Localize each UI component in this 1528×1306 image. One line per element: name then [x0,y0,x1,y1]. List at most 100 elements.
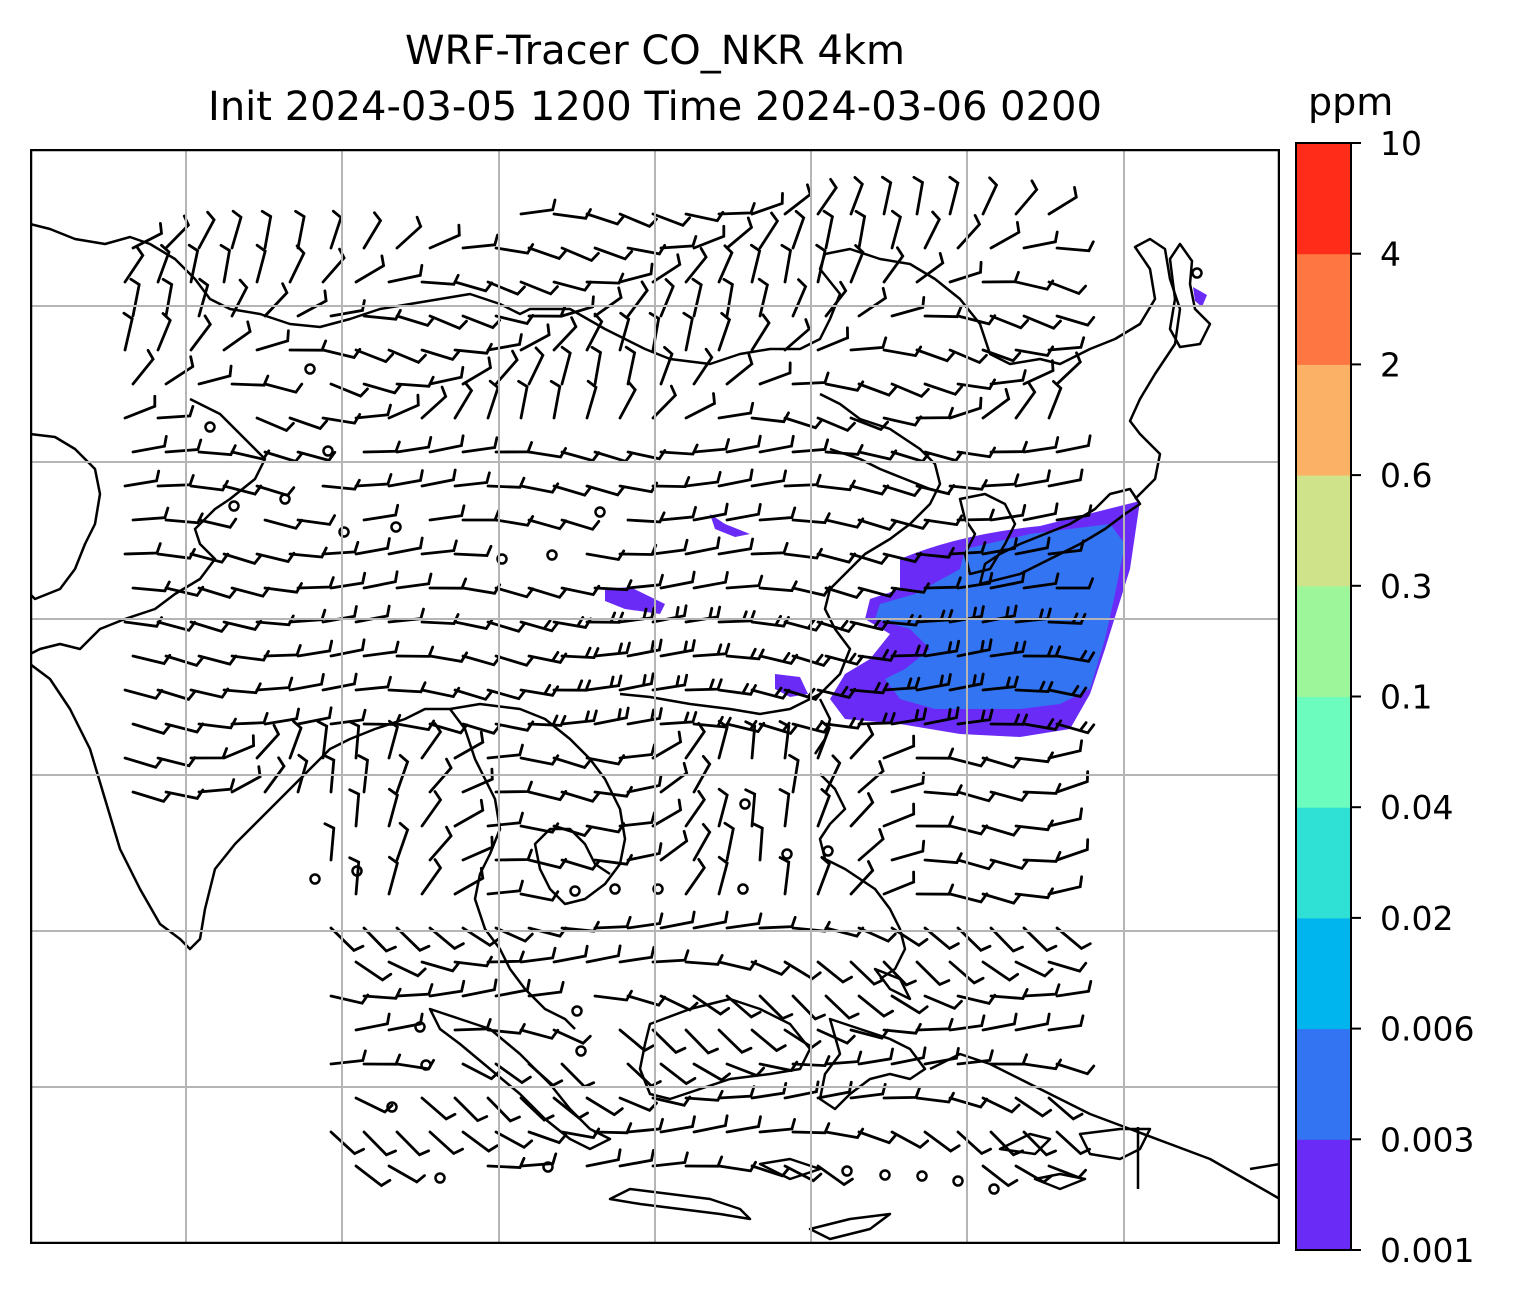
wind-barb [783,318,811,352]
wind-barb [1047,186,1078,216]
wind-barb [857,518,898,532]
wind-barb [857,1047,894,1066]
wind-barb [626,912,664,930]
colorbar-tick-label: 0.003 [1380,1120,1474,1159]
wind-barb [1014,179,1039,216]
wind-barb [461,767,494,794]
wind-barb [791,1055,831,1068]
colorbar-tick-label: 0.006 [1380,1010,1474,1049]
wind-barb [651,1095,692,1107]
wind-barb [778,856,791,896]
wind-barb [585,1148,622,1168]
wind-barb [1022,926,1058,953]
wind-barb [948,672,985,692]
wind-barb [453,280,494,293]
wind-barb [230,586,271,598]
wind-barb [1055,721,1096,735]
wind-barb [387,469,424,488]
wind-barb [387,393,420,420]
calm-wind-circle [309,873,321,885]
wind-barb [1047,336,1086,352]
wind-barb [684,605,722,624]
wind-barb [387,960,427,978]
wind-barb [1047,685,1088,698]
wind-barb [692,224,726,250]
wind-barb [659,235,698,250]
wind-barb [816,416,856,433]
wind-barb [725,647,765,661]
wind-barb [428,722,469,735]
wind-barb [758,580,798,593]
wind-barb [1047,468,1084,488]
wind-barb [857,1130,898,1145]
wind-barb [981,537,1018,556]
wind-barb [981,1164,1019,1188]
wind-barb [717,719,729,760]
wind-barb [593,641,631,658]
wind-barb [849,860,875,896]
wind-barb [387,1164,426,1184]
wind-barb [725,1115,762,1134]
wind-barb [923,639,961,658]
gridlines [30,149,1280,1244]
wind-barb [1055,314,1096,327]
wind-barb [461,835,494,862]
wind-barb [486,280,526,296]
map-subtitle: Init 2024-03-05 1200 Time 2024-03-06 020… [208,84,1102,130]
wind-barb [857,649,897,662]
wind-barb [387,719,400,760]
wind-barb [1055,1062,1096,1076]
wind-barb [948,260,983,284]
wind-barb [684,858,706,896]
wind-barb [560,709,598,726]
wind-barb [552,1096,589,1120]
wind-barb [783,416,824,430]
wind-barb [923,852,963,865]
wind-barb [816,960,853,984]
wind-barb [717,401,755,420]
calm-wind-circle [879,1169,891,1181]
wind-barb [890,707,928,726]
wind-barb [1022,1058,1062,1071]
wind-barb [156,548,196,560]
wind-barb [750,469,787,488]
wind-barb [750,411,790,424]
wind-barb [881,175,893,216]
wind-barb [395,215,423,250]
wind-barb [260,209,273,250]
wind-barb [420,790,443,828]
wind-barb [387,1012,424,1032]
wind-barb [626,573,664,590]
wind-barb [486,1096,521,1123]
wind-barb [758,506,797,522]
wind-barb [981,1096,1021,1114]
wind-barb [395,572,433,590]
wind-barb [915,252,945,284]
wind-barb [750,541,789,556]
wind-barb [651,673,689,692]
wind-barb [354,1012,391,1032]
wind-barb [420,273,460,286]
wind-barb [618,1149,655,1168]
wind-barb [989,1130,1024,1157]
wind-barb [197,517,238,529]
wind-barb [585,944,622,964]
wind-barb [651,253,682,284]
wind-barb [659,761,689,794]
wind-barb [255,676,294,692]
wind-barb [659,505,697,522]
wind-barb [923,450,964,463]
wind-barb [626,774,663,794]
wind-barb [981,473,1020,488]
wind-barb [915,484,956,496]
wind-barb [123,469,161,488]
wind-barb [1047,960,1088,973]
wind-barb [956,214,982,250]
wind-barb [189,687,230,699]
wind-barb [717,202,756,216]
wind-barb [659,711,698,726]
calm-wind-circle [414,1021,426,1033]
wind-barb [816,1164,854,1187]
wind-barb [948,605,985,624]
wind-barb [288,673,325,692]
